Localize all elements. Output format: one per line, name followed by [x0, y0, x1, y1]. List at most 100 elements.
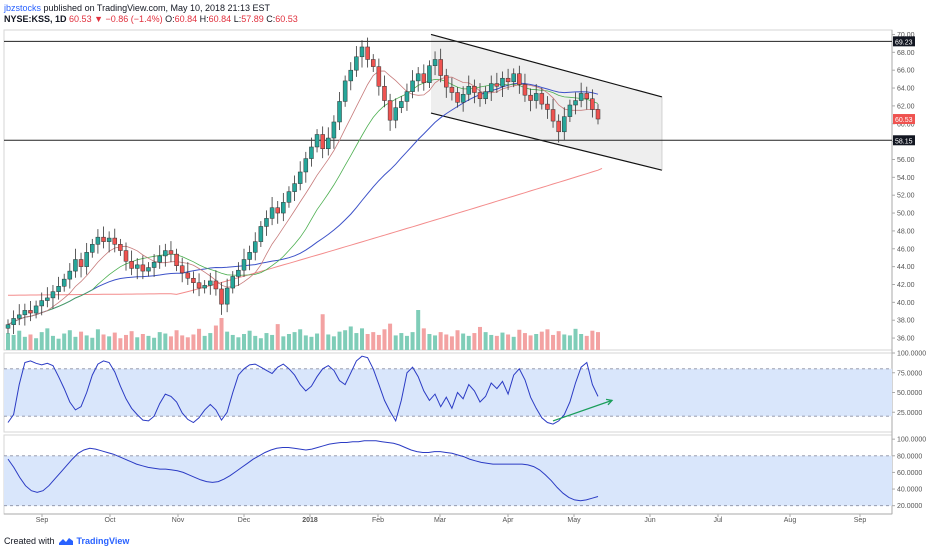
volume-bar — [303, 335, 308, 350]
time-tick-label: Sep — [36, 517, 49, 524]
candle-body — [421, 73, 427, 83]
price-tick-label: 42.00 — [897, 282, 915, 289]
volume-bar — [416, 310, 421, 350]
candle-body — [387, 100, 393, 121]
volume-bar — [528, 335, 533, 350]
volume-bar — [107, 336, 112, 350]
candle-body — [252, 241, 258, 253]
volume-bar — [393, 335, 398, 350]
volume-bar — [348, 326, 353, 350]
candle-body — [595, 109, 601, 120]
volume-bar — [247, 330, 252, 350]
candle-body — [56, 286, 61, 292]
candle-body — [163, 250, 168, 257]
candle-body — [129, 261, 134, 269]
oscillator-1-line — [7, 355, 599, 425]
oscillator-2-tick-label: 60.0000 — [897, 470, 922, 477]
symbol-label[interactable]: NYSE:KSS, 1D — [4, 14, 67, 24]
volume-bar — [22, 336, 27, 350]
candle-body — [185, 272, 191, 279]
candle-body — [269, 207, 275, 219]
candle-body — [292, 183, 297, 192]
candle-body — [33, 305, 39, 314]
candle-body — [320, 134, 325, 150]
oscillator-2-tick-label: 20.0000 — [897, 503, 922, 510]
volume-bar — [118, 338, 123, 350]
volume-bar — [343, 330, 348, 350]
candle-body — [342, 80, 348, 102]
volume-bar — [382, 329, 387, 350]
time-tick-label: Apr — [503, 517, 515, 524]
volume-bar — [483, 332, 488, 350]
candle-body — [331, 121, 337, 139]
volume-bar — [388, 323, 393, 350]
volume-bar — [511, 336, 516, 350]
candle-body — [275, 207, 280, 214]
price-change: −0.86 (−1.4%) — [105, 14, 163, 24]
candle-body — [123, 250, 129, 262]
candle-body — [517, 73, 522, 85]
candle-body — [241, 259, 247, 271]
candle-body — [106, 237, 112, 242]
oscillator-2-tick-label: 100.0000 — [897, 437, 926, 444]
volume-bar — [79, 331, 84, 350]
oscillator-2-line — [7, 440, 599, 502]
candle-body — [511, 73, 516, 83]
close-value: 60.53 — [275, 14, 298, 24]
candle-body — [179, 265, 185, 274]
candle-body — [455, 92, 460, 103]
volume-bar — [399, 333, 404, 350]
candle-body — [95, 236, 101, 245]
volume-bar — [84, 335, 89, 350]
volume-bar — [253, 335, 258, 350]
candle-body — [157, 255, 162, 263]
last-price: 60.53 — [69, 14, 92, 24]
candle-body — [5, 324, 11, 329]
candle-body — [314, 134, 320, 148]
time-tick-label: Oct — [105, 517, 116, 524]
candle-body — [84, 252, 89, 267]
volume-bar — [292, 332, 297, 350]
price-tick-label: 36.00 — [897, 336, 915, 343]
candle-body — [281, 202, 286, 214]
candle-body — [348, 69, 354, 82]
volume-bar — [421, 328, 426, 350]
volume-bar — [157, 332, 162, 350]
channel-upper-line — [430, 33, 663, 98]
tradingview-brand[interactable]: TradingView — [76, 536, 130, 546]
candle-body — [28, 310, 33, 314]
volume-bar — [539, 331, 544, 350]
candle-body — [286, 191, 292, 203]
oscillator-1-tick-label: 50.0000 — [897, 390, 922, 397]
volume-bar — [219, 318, 224, 350]
candle-body — [438, 59, 443, 76]
candle-body — [562, 116, 567, 133]
candle-body — [11, 318, 16, 325]
price-tick-label: 38.00 — [897, 318, 915, 325]
high-value: 60.84 — [208, 14, 232, 24]
candle-body — [230, 276, 236, 289]
candle-body — [410, 80, 415, 92]
volume-bar — [500, 332, 505, 350]
volume-bar — [376, 334, 381, 350]
volume-bar — [567, 335, 572, 350]
divergence-arrow-line — [552, 399, 613, 422]
volume-bar — [410, 332, 415, 350]
volume-bar — [140, 334, 145, 350]
time-tick-label: Jun — [644, 517, 655, 524]
channel-fill — [431, 34, 662, 171]
volume-bar — [225, 331, 230, 350]
price-tick-label: 62.00 — [897, 103, 915, 110]
volume-bar — [129, 331, 134, 350]
candle-body — [550, 109, 556, 122]
oscillator-2-band — [4, 455, 892, 506]
candle-body — [382, 86, 387, 101]
author-link[interactable]: jbzstocks — [4, 3, 42, 13]
volume-bar — [573, 328, 578, 350]
candle-body — [533, 93, 539, 101]
candle-body — [309, 146, 314, 159]
candle-body — [258, 226, 264, 242]
candle-body — [112, 237, 118, 245]
volume-bar — [146, 335, 151, 350]
